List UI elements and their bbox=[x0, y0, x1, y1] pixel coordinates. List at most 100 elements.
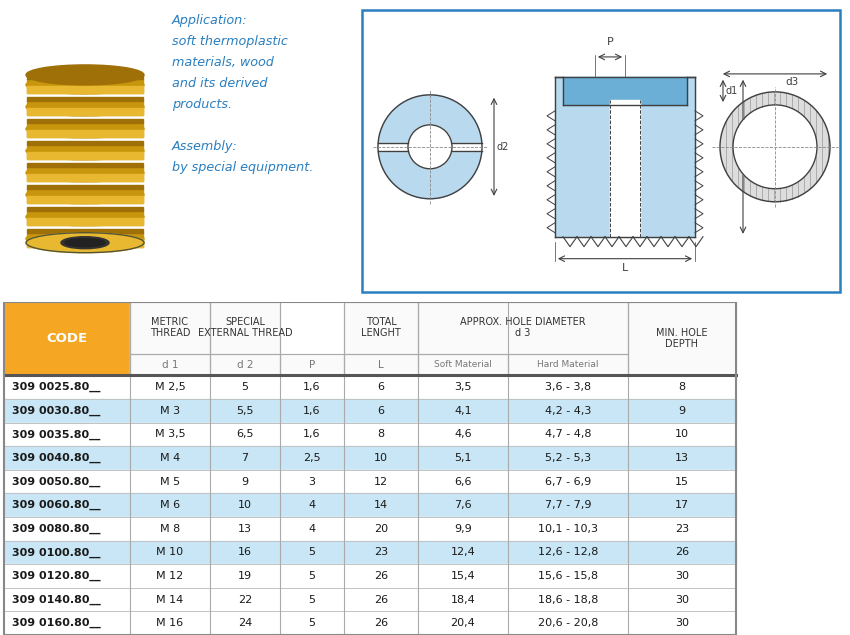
Ellipse shape bbox=[26, 76, 144, 94]
Text: 4: 4 bbox=[309, 500, 315, 511]
Text: 4,2 - 4,3: 4,2 - 4,3 bbox=[545, 406, 592, 416]
Bar bbox=[130, 612, 210, 635]
Ellipse shape bbox=[26, 230, 144, 248]
Bar bbox=[130, 540, 210, 565]
Bar bbox=[418, 470, 508, 493]
Text: 4,6: 4,6 bbox=[454, 429, 472, 439]
Text: 309 0035.80__: 309 0035.80__ bbox=[12, 429, 100, 439]
Text: 8: 8 bbox=[678, 382, 686, 392]
Bar bbox=[418, 588, 508, 612]
Bar bbox=[344, 493, 418, 517]
Text: 20: 20 bbox=[374, 524, 388, 534]
Bar bbox=[27, 229, 143, 232]
Bar bbox=[130, 302, 210, 354]
Bar bbox=[280, 375, 344, 399]
Text: 309 0050.80__: 309 0050.80__ bbox=[12, 476, 100, 487]
Bar bbox=[280, 565, 344, 588]
Bar bbox=[210, 446, 280, 470]
Text: 9: 9 bbox=[678, 406, 686, 416]
Bar bbox=[628, 399, 736, 423]
Bar bbox=[130, 375, 210, 399]
Bar bbox=[628, 588, 736, 612]
Bar bbox=[344, 565, 418, 588]
Bar bbox=[4, 493, 130, 517]
Bar bbox=[628, 423, 736, 446]
Bar bbox=[4, 612, 130, 635]
Bar bbox=[344, 540, 418, 565]
Bar bbox=[508, 354, 628, 375]
Bar bbox=[418, 540, 508, 565]
Ellipse shape bbox=[733, 105, 817, 189]
Bar bbox=[27, 239, 143, 246]
Bar bbox=[4, 399, 130, 423]
Bar bbox=[508, 493, 628, 517]
Text: M 6: M 6 bbox=[160, 500, 180, 511]
Text: 309 0040.80__: 309 0040.80__ bbox=[12, 453, 100, 463]
Bar bbox=[4, 540, 130, 565]
Text: TOTAL
LENGHT: TOTAL LENGHT bbox=[361, 317, 401, 338]
Text: M 4: M 4 bbox=[160, 453, 180, 463]
Text: d 2: d 2 bbox=[237, 359, 253, 370]
Bar bbox=[508, 612, 628, 635]
Text: 20,4: 20,4 bbox=[450, 618, 475, 628]
Text: 12,4: 12,4 bbox=[450, 547, 475, 558]
Bar bbox=[344, 470, 418, 493]
Bar bbox=[280, 446, 344, 470]
Bar bbox=[344, 540, 418, 565]
Text: 5,5: 5,5 bbox=[236, 406, 254, 416]
Text: 17: 17 bbox=[675, 500, 689, 511]
Bar bbox=[508, 540, 628, 565]
Bar bbox=[210, 399, 280, 423]
Text: 5: 5 bbox=[309, 571, 315, 581]
Text: 1,6: 1,6 bbox=[303, 429, 320, 439]
Text: 7,7 - 7,9: 7,7 - 7,9 bbox=[545, 500, 592, 511]
Bar bbox=[344, 612, 418, 635]
Text: 6: 6 bbox=[377, 382, 384, 392]
Bar bbox=[130, 399, 210, 423]
Bar bbox=[628, 470, 736, 493]
Text: 7: 7 bbox=[241, 453, 248, 463]
Bar bbox=[610, 100, 640, 237]
Bar bbox=[130, 517, 210, 540]
Bar bbox=[508, 354, 628, 375]
Bar bbox=[27, 123, 143, 137]
Bar bbox=[344, 588, 418, 612]
Bar bbox=[280, 354, 344, 375]
Bar bbox=[27, 86, 143, 93]
Text: Assembly:: Assembly: bbox=[172, 140, 238, 153]
Text: 3,6 - 3,8: 3,6 - 3,8 bbox=[545, 382, 591, 392]
Text: 10: 10 bbox=[374, 453, 388, 463]
Bar bbox=[362, 10, 840, 291]
Bar bbox=[210, 540, 280, 565]
Bar bbox=[508, 565, 628, 588]
Bar bbox=[27, 232, 143, 246]
Bar bbox=[344, 375, 418, 399]
Text: 9: 9 bbox=[241, 477, 248, 486]
Text: 15,6 - 15,8: 15,6 - 15,8 bbox=[538, 571, 598, 581]
Text: 10: 10 bbox=[675, 429, 689, 439]
Bar bbox=[280, 423, 344, 446]
Ellipse shape bbox=[26, 142, 144, 160]
Bar bbox=[130, 588, 210, 612]
Bar bbox=[210, 423, 280, 446]
Bar bbox=[4, 423, 130, 446]
Bar bbox=[280, 399, 344, 423]
Bar bbox=[4, 302, 736, 635]
Text: METRIC
THREAD: METRIC THREAD bbox=[150, 317, 190, 338]
Bar bbox=[4, 588, 130, 612]
Text: 18,6 - 18,8: 18,6 - 18,8 bbox=[538, 594, 598, 605]
Bar bbox=[4, 540, 130, 565]
Bar bbox=[508, 493, 628, 517]
Bar bbox=[418, 446, 508, 470]
Text: M 2,5: M 2,5 bbox=[155, 382, 185, 392]
Bar bbox=[130, 540, 210, 565]
Bar bbox=[418, 565, 508, 588]
Bar bbox=[210, 470, 280, 493]
Text: 13: 13 bbox=[675, 453, 689, 463]
Text: MIN. HOLE
DEPTH: MIN. HOLE DEPTH bbox=[656, 328, 708, 349]
Bar bbox=[628, 446, 736, 470]
Bar bbox=[27, 185, 143, 189]
Text: 6,7 - 6,9: 6,7 - 6,9 bbox=[545, 477, 591, 486]
Bar bbox=[4, 446, 130, 470]
Text: 309 0100.80__: 309 0100.80__ bbox=[12, 547, 100, 558]
